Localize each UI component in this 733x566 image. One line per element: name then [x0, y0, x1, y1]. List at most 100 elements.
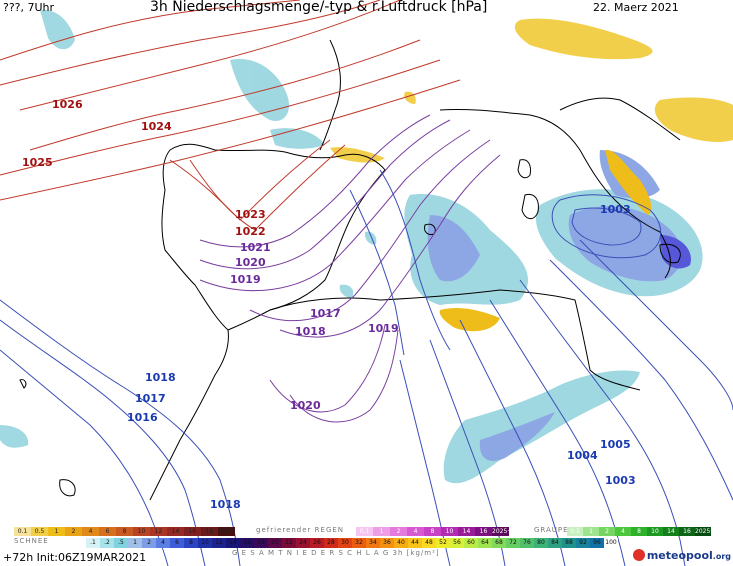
isobar-label: 1019	[368, 322, 399, 335]
isobar-label: 1003	[600, 203, 631, 216]
legend-cell: 88	[562, 538, 576, 548]
isobar-label: 1020	[235, 256, 266, 269]
legend-cell: 16	[184, 527, 201, 536]
legend-cell: 8	[631, 527, 647, 536]
legend-cell: 2	[65, 527, 82, 536]
isobar-label: 1017	[310, 307, 341, 320]
legend-cell: 56	[450, 538, 464, 548]
isobar-label: 1021	[240, 241, 271, 254]
init-time: +72h Init:06Z19MAR2021	[3, 551, 147, 564]
isobars-blue	[0, 169, 733, 566]
legend-cell: 24	[296, 538, 310, 548]
isobar-labels-purple: 1021 1020 1019 1017 1018 1019 1020	[230, 241, 399, 412]
legend-snow-scale: .1.2.5 1 2 4 6 8 10 12 14 16 18 20 22 24 26 28 30 32 34 36 4…	[86, 538, 618, 548]
isobar-label: 1018	[210, 498, 241, 511]
isobars-red	[0, 0, 461, 231]
isobar-label: 1026	[52, 98, 83, 111]
legend-cell: 80	[534, 538, 548, 548]
legend-cell: 8	[184, 538, 198, 548]
legend-cell: 10	[198, 538, 212, 548]
legend-cell: 4	[156, 538, 170, 548]
legend-cell: 10	[647, 527, 663, 536]
legend-cell: 0.1	[356, 527, 373, 536]
legend-cell: 52	[436, 538, 450, 548]
legend-cell: 28	[324, 538, 338, 548]
legend-cell: 4	[615, 527, 631, 536]
legend-cell: 1	[373, 527, 390, 536]
legend-cell: 32	[352, 538, 366, 548]
map-title: 3h Niederschlagsmenge/-typ & r.Luftdruck…	[150, 0, 488, 15]
legend-cell: 48	[422, 538, 436, 548]
legend-cell: 16	[679, 527, 695, 536]
legend-cell: 14	[663, 527, 679, 536]
legend-cell: 6	[99, 527, 116, 536]
legend-cell: 12	[212, 538, 226, 548]
meteopool-logo: meteopool.org	[632, 549, 731, 562]
isobar-label: 1022	[235, 225, 266, 238]
legend-cell: 4	[82, 527, 99, 536]
isobar-labels-red: 1026 1024 1025 1023 1022	[22, 98, 266, 238]
legend-cell: 40	[394, 538, 408, 548]
precip-rain-areas	[330, 18, 733, 332]
isobar-label: 1017	[135, 392, 166, 405]
isobars-purple	[199, 114, 501, 423]
legend-cell: 34	[366, 538, 380, 548]
isobar-label: 1003	[605, 474, 636, 487]
legend-cell: .1	[86, 538, 100, 548]
legend-cell: 72	[506, 538, 520, 548]
legend-cell: 60	[464, 538, 478, 548]
legend-cell: 18	[254, 538, 268, 548]
legend-cell: 2	[142, 538, 156, 548]
legend-cell: 30	[338, 538, 352, 548]
precip-snow-areas	[0, 9, 703, 484]
legend-cell: 0.5	[31, 527, 48, 536]
legend-cell: 1	[583, 527, 599, 536]
legend-cell: 44	[408, 538, 422, 548]
legend-cell: 4	[407, 527, 424, 536]
legend-cell: 14	[458, 527, 475, 536]
legend-cell: 100	[604, 538, 618, 548]
isobar-label: 1023	[235, 208, 266, 221]
logo-suffix: .org	[712, 552, 731, 561]
legend-cell: 76	[520, 538, 534, 548]
header-left: ???, 7Uhr	[3, 1, 55, 14]
legend-cell: 0.1	[14, 527, 31, 536]
legend-cell: 16	[475, 527, 492, 536]
isobar-label: 1018	[295, 325, 326, 338]
map-date: 22. Maerz 2021	[593, 1, 679, 14]
isobar-label: 1024	[141, 120, 172, 133]
legend-cell: 1	[48, 527, 65, 536]
legend-cell: 8	[116, 527, 133, 536]
legend-hail-label: GRAUPEL	[534, 526, 574, 534]
legend-cell: 1	[128, 538, 142, 548]
legend-cell: 68	[492, 538, 506, 548]
legend-cell: 0.1	[567, 527, 583, 536]
isobar-label: 1004	[567, 449, 598, 462]
legend-cell: .2	[100, 538, 114, 548]
legend-cell: 6	[170, 538, 184, 548]
legend-cell: 20	[268, 538, 282, 548]
isobar-label: 1018	[145, 371, 176, 384]
legend-cell: 8	[424, 527, 441, 536]
legend-cell: 14	[167, 527, 184, 536]
legend-cell: 2025+	[695, 527, 711, 536]
legend-cell: 10	[441, 527, 458, 536]
legend-cell: 36	[380, 538, 394, 548]
legend-cell: 2025+	[218, 527, 235, 536]
logo-text: meteopool	[646, 549, 713, 562]
isobar-labels-blue: 1003 1018 1017 1016 1018 1005 1004 1003	[127, 203, 636, 511]
legend-cell: 84	[548, 538, 562, 548]
legend-freezing-label: gefrierender REGEN	[256, 526, 345, 534]
legend-cell: 2	[390, 527, 407, 536]
isobar-label: 1016	[127, 411, 158, 424]
legend-snow-label: SCHNEE	[14, 537, 49, 545]
legend-cell: 14	[226, 538, 240, 548]
legend-cell: 10	[133, 527, 150, 536]
legend-cell: 2025+	[492, 527, 509, 536]
legend-cell: .5	[114, 538, 128, 548]
coastlines	[19, 39, 681, 501]
